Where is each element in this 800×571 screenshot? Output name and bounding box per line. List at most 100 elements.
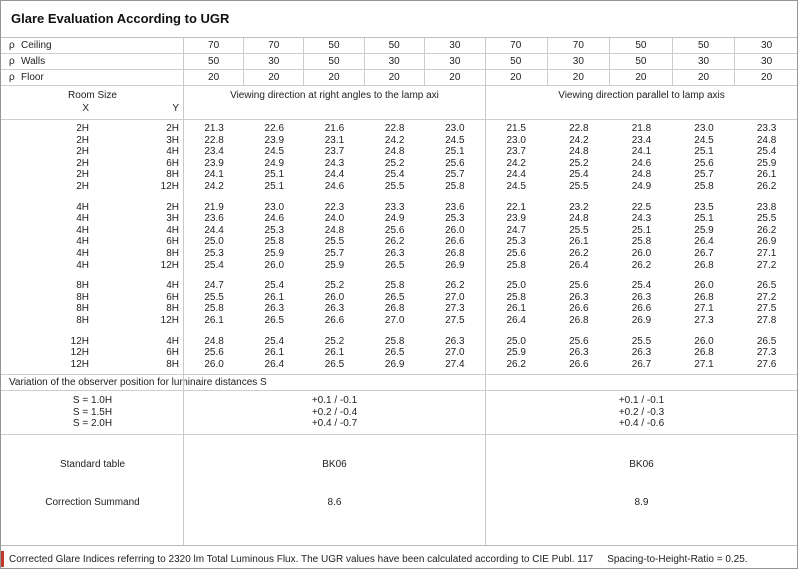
- ugr-value: 27.3: [694, 314, 714, 326]
- ugr-value: 24.9: [264, 157, 285, 169]
- room-size-y: 6H: [166, 236, 179, 248]
- reflectance-value: 50: [304, 38, 365, 53]
- ugr-value: 26.1: [756, 169, 777, 181]
- ugr-value: 24.7: [204, 280, 224, 292]
- standard-table-value: BK06: [322, 459, 347, 470]
- ugr-value: 23.8: [756, 201, 777, 213]
- ugr-value: 25.5: [324, 236, 345, 248]
- variation-label: Variation of the observer position for l…: [1, 375, 797, 391]
- correction-summand-label: Correction Summand: [45, 497, 140, 508]
- ugr-value: 25.4: [264, 335, 285, 347]
- ugr-value: 23.9: [264, 134, 285, 146]
- s-parallel-column: +0.1 / -0.1 +0.2 / -0.3 +0.4 / -0.6: [485, 395, 797, 430]
- ugr-value: 26.6: [569, 303, 589, 315]
- ugr-value: 27.3: [756, 347, 777, 359]
- ugr-value: 25.8: [384, 280, 405, 292]
- reflectance-name: Floor: [21, 72, 44, 83]
- room-size-y: 3H: [166, 213, 179, 225]
- ugr-value: 24.1: [204, 169, 224, 181]
- ugr-value: 23.6: [204, 213, 224, 225]
- ugr-value: 25.8: [631, 236, 652, 248]
- reflectance-value: 20: [485, 70, 548, 85]
- ugr-value: 26.0: [694, 280, 714, 292]
- ugr-value: 26.1: [204, 314, 224, 326]
- group-spacer: [1, 271, 797, 280]
- ugr-value: 25.3: [506, 236, 526, 248]
- ugr-value: 25.0: [204, 236, 224, 248]
- ugr-row: 2H 12H 24.2 25.1 24.6 25.5 25.8 24.5 25.5 24.9 25.…: [1, 181, 797, 193]
- left-edge-marker: [1, 551, 4, 567]
- ugr-value: 25.0: [506, 335, 526, 347]
- ugr-value: 23.6: [445, 201, 465, 213]
- s-labels-column: S = 1.0H S = 1.5H S = 2.0H: [1, 395, 184, 430]
- reflectance-value: 30: [449, 56, 461, 67]
- room-size-y: 8H: [166, 169, 179, 181]
- ugr-value: 26.3: [631, 347, 652, 359]
- ugr-value: 26.2: [756, 180, 777, 192]
- ugr-value: 25.9: [694, 224, 714, 236]
- ugr-value: 24.0: [324, 213, 345, 225]
- ugr-value: 24.9: [631, 180, 652, 192]
- ugr-value: 26.6: [324, 314, 345, 326]
- reflectance-value: 30: [365, 54, 425, 69]
- room-size-x: 4H: [76, 224, 89, 236]
- ugr-value: 26.1: [264, 291, 285, 303]
- rho-symbol: ρ: [9, 40, 15, 51]
- ugr-value: 24.7: [506, 224, 526, 236]
- ugr-value: 23.5: [694, 201, 714, 213]
- ugr-value: 24.8: [324, 224, 345, 236]
- reflectance-value: 70: [184, 38, 245, 53]
- ugr-value: 26.4: [694, 236, 714, 248]
- ugr-value: 25.9: [324, 259, 345, 271]
- reflectance-value: 70: [485, 38, 548, 53]
- reflectance-value: 50: [365, 38, 425, 53]
- s-value: +0.2 / -0.3: [618, 406, 665, 418]
- standard-table-value: BK06: [629, 459, 654, 470]
- ugr-value: 27.2: [756, 291, 777, 303]
- ugr-row: 2H 8H 24.1 25.1 24.4 25.4 25.7 24.4 25.4 24.8 25.7…: [1, 169, 797, 181]
- room-size-y: 6H: [166, 347, 179, 359]
- ugr-value: 25.1: [631, 224, 652, 236]
- room-size-y: 8H: [166, 303, 179, 315]
- ugr-value: 26.2: [631, 259, 652, 271]
- ugr-value: 25.2: [324, 280, 345, 292]
- ugr-value: 25.9: [264, 247, 285, 259]
- ugr-value: 27.3: [445, 303, 465, 315]
- room-size-x: 2H: [76, 169, 89, 181]
- reflectance-value: 30: [244, 54, 305, 69]
- ugr-value: 25.4: [204, 259, 224, 271]
- room-size-x: 2H: [76, 134, 89, 146]
- room-size-y: 2H: [166, 123, 179, 134]
- ugr-value: 27.5: [756, 303, 777, 315]
- room-size-y: 2H: [166, 201, 179, 213]
- room-size-x: 8H: [76, 303, 89, 315]
- ugr-value: 25.6: [445, 157, 465, 169]
- ugr-value: 25.5: [204, 291, 224, 303]
- ugr-value: 25.4: [569, 169, 589, 181]
- reflectance-value: 50: [304, 54, 365, 69]
- reflectance-value: 20: [673, 70, 736, 85]
- ugr-value: 23.0: [694, 123, 714, 134]
- ugr-value: 26.4: [264, 358, 285, 370]
- ugr-value: 26.0: [264, 259, 285, 271]
- ugr-value: 26.3: [384, 247, 405, 259]
- ugr-value: 25.5: [756, 213, 777, 225]
- ugr-value: 25.1: [694, 146, 714, 158]
- ugr-value: 24.8: [631, 169, 652, 181]
- ugr-value: 23.0: [264, 201, 285, 213]
- ugr-value: 25.4: [264, 280, 285, 292]
- ugr-value: 27.1: [694, 358, 714, 370]
- room-size-y: 3H: [166, 134, 179, 146]
- reflectance-value: 30: [673, 54, 736, 69]
- ugr-value: 26.9: [631, 314, 652, 326]
- room-size-x: 4H: [76, 247, 89, 259]
- ugr-value: 23.3: [756, 123, 777, 134]
- ugr-value: 26.8: [384, 303, 405, 315]
- room-size-y: 12H: [160, 259, 179, 271]
- ugr-value: 23.4: [204, 146, 224, 158]
- reflectance-value: 50: [485, 54, 548, 69]
- ugr-value: 23.0: [506, 134, 526, 146]
- ugr-value: 25.1: [445, 146, 465, 158]
- room-size-x: 8H: [76, 314, 89, 326]
- ugr-value: 25.6: [694, 157, 714, 169]
